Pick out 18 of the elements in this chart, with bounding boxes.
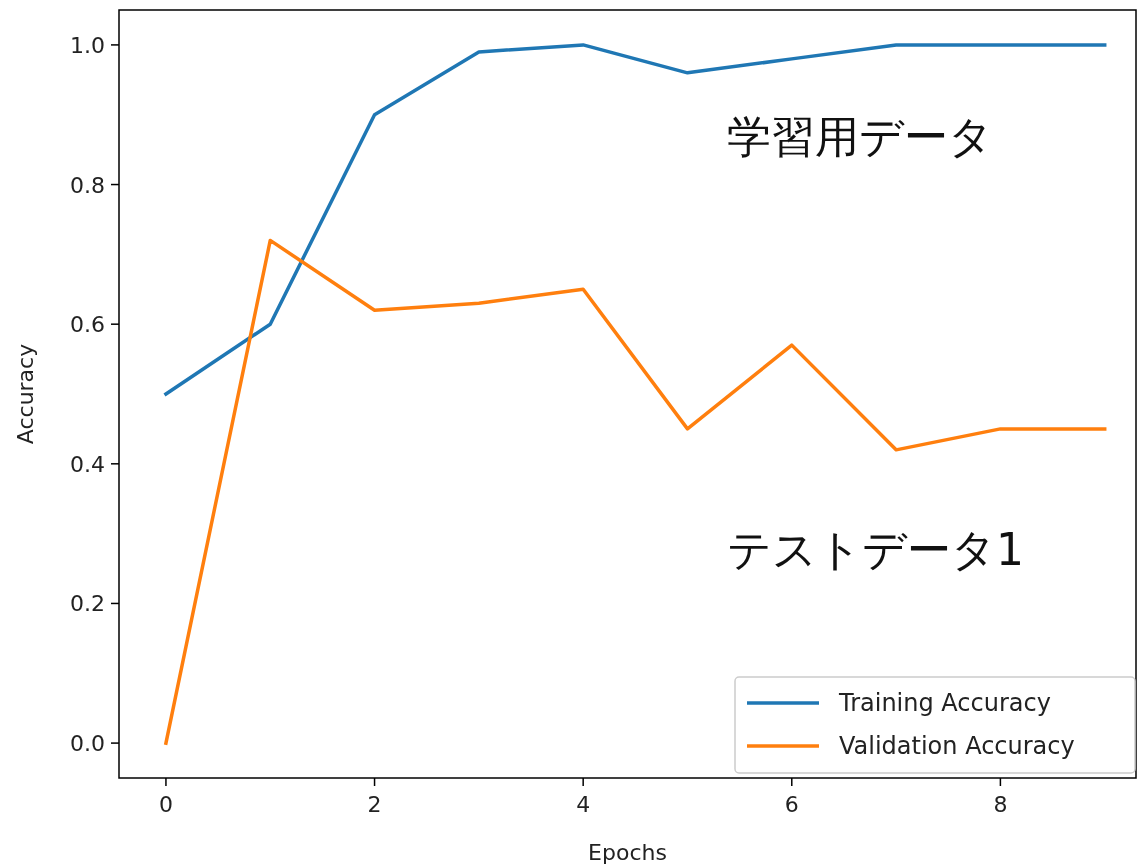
annotation: テストデータ1 [727, 524, 1024, 575]
x-tick-label: 6 [784, 792, 799, 817]
x-tick-label: 8 [993, 792, 1008, 817]
y-axis-title: Accuracy [13, 343, 38, 445]
y-tick-label: 0.2 [70, 591, 105, 617]
x-tick-label: 2 [367, 792, 382, 817]
y-tick-label: 0.6 [70, 312, 105, 338]
line-series [164, 43, 1107, 396]
legend-label: Validation Accuracy [839, 732, 1075, 760]
y-tick-label: 0.0 [70, 731, 105, 757]
y-tick-label: 0.8 [70, 172, 105, 198]
x-axis-title: Epochs [588, 840, 667, 865]
annotation: 学習用データ [727, 111, 993, 162]
legend-label: Training Accuracy [838, 689, 1051, 717]
y-tick-label: 0.4 [70, 451, 105, 477]
y-tick-label: 1.0 [70, 32, 105, 58]
x-tick-label: 0 [158, 792, 173, 817]
x-tick-label: 4 [576, 792, 591, 817]
